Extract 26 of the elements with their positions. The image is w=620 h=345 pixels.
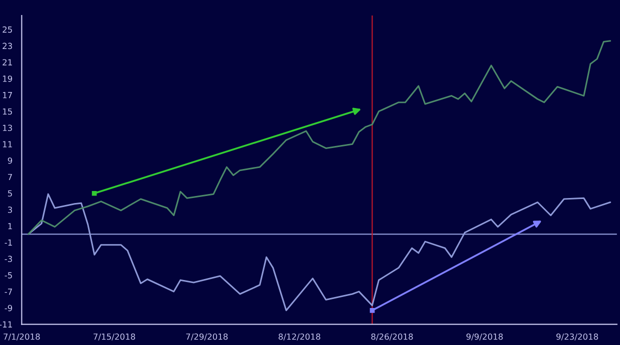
y-tick-label: -3 [4,256,12,262]
x-tick-label: 7/1/2018 [4,333,40,340]
y-tick-label: 17 [2,92,12,98]
x-tick-label: 7/29/2018 [186,333,228,340]
y-tick-label: 15 [2,108,12,115]
x-tick-label: 8/12/2018 [278,333,320,340]
y-tick-label: -1 [4,239,12,246]
y-tick-label: 21 [2,59,12,66]
y-tick-label: 25 [2,26,12,33]
line-series [28,40,612,235]
y-tick-label: 3 [8,206,12,213]
y-tick-label: 7 [8,174,12,180]
y-tick-label: 11 [2,141,12,148]
y-tick-label: 23 [2,42,12,50]
y-tick-label: -7 [4,288,12,295]
y-tick-label: 13 [2,124,12,132]
x-tick-label: 9/23/2018 [556,333,598,340]
y-tick-label: 5 [8,190,12,197]
y-tick-label: 19 [2,76,12,82]
y-tick-label: -9 [4,304,12,312]
y-tick-label: -5 [4,272,12,278]
y-tick-label: 1 [8,223,12,230]
y-tick-label: 9 [8,157,12,164]
x-tick-label: 8/26/2018 [371,333,413,340]
x-tick-label: 7/15/2018 [94,333,136,340]
x-tick-label: 9/9/2018 [466,333,503,340]
